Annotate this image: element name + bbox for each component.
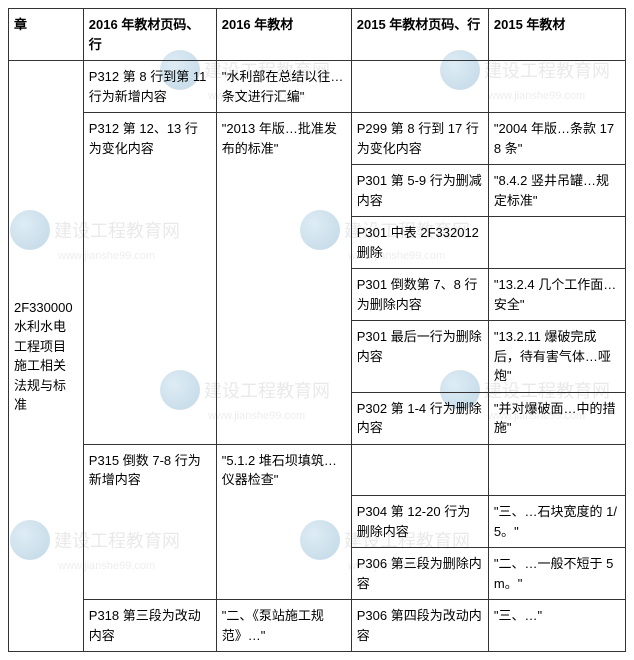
cell-2016-text bbox=[216, 269, 351, 321]
table-row: P315 倒数 7-8 行为新增内容"5.1.2 堆石坝填筑…仪器检查" bbox=[9, 444, 626, 496]
comparison-table: 章 2016 年教材页码、行 2016 年教材 2015 年教材页码、行 201… bbox=[8, 8, 626, 652]
cell-2015-text: "并对爆破面…中的措施" bbox=[488, 392, 625, 444]
cell-2016-page: P312 第 12、13 行为变化内容 bbox=[83, 113, 216, 165]
col-2015-text: 2015 年教材 bbox=[488, 9, 625, 61]
header-row: 章 2016 年教材页码、行 2016 年教材 2015 年教材页码、行 201… bbox=[9, 9, 626, 61]
table-row: 2F330000 水利水电工程项目施工相关法规与标准P312 第 8 行到第 1… bbox=[9, 61, 626, 113]
cell-2016-text: "二、《泵站施工规范》…" bbox=[216, 600, 351, 652]
cell-2016-text: "水利部在总结以往…条文进行汇编" bbox=[216, 61, 351, 113]
cell-2016-text bbox=[216, 217, 351, 269]
cell-2016-page bbox=[83, 392, 216, 444]
col-2016-page: 2016 年教材页码、行 bbox=[83, 9, 216, 61]
cell-2016-page bbox=[83, 269, 216, 321]
cell-2015-page: P306 第三段为删除内容 bbox=[351, 548, 488, 600]
cell-2015-text: "8.4.2 竖井吊罐…规定标准" bbox=[488, 165, 625, 217]
table-row: P302 第 1-4 行为删除内容"并对爆破面…中的措施" bbox=[9, 392, 626, 444]
cell-2016-text bbox=[216, 321, 351, 393]
col-chapter: 章 bbox=[9, 9, 84, 61]
cell-2016-text bbox=[216, 548, 351, 600]
cell-2016-text bbox=[216, 496, 351, 548]
cell-2016-page bbox=[83, 321, 216, 393]
cell-2016-page bbox=[83, 165, 216, 217]
cell-2015-text: "2004 年版…条款 178 条" bbox=[488, 113, 625, 165]
cell-2015-page: P301 最后一行为删除内容 bbox=[351, 321, 488, 393]
cell-2015-page: P301 第 5-9 行为删减内容 bbox=[351, 165, 488, 217]
chapter-cell: 2F330000 水利水电工程项目施工相关法规与标准 bbox=[9, 61, 84, 652]
cell-2015-text bbox=[488, 217, 625, 269]
col-2015-page: 2015 年教材页码、行 bbox=[351, 9, 488, 61]
cell-2015-text: "三、…石块宽度的 1/5。" bbox=[488, 496, 625, 548]
cell-2015-text bbox=[488, 444, 625, 496]
cell-2016-page bbox=[83, 217, 216, 269]
table-row: P306 第三段为删除内容"二、…一般不短于 5m。" bbox=[9, 548, 626, 600]
cell-2015-text: "三、…" bbox=[488, 600, 625, 652]
table-row: P312 第 12、13 行为变化内容"2013 年版…批准发布的标准"P299… bbox=[9, 113, 626, 165]
cell-2015-page: P301 中表 2F332012 删除 bbox=[351, 217, 488, 269]
cell-2016-text: "5.1.2 堆石坝填筑…仪器检查" bbox=[216, 444, 351, 496]
table-row: P318 第三段为改动内容"二、《泵站施工规范》…"P306 第四段为改动内容"… bbox=[9, 600, 626, 652]
cell-2015-text: "13.2.4 几个工作面…安全" bbox=[488, 269, 625, 321]
cell-2016-page: P312 第 8 行到第 11 行为新增内容 bbox=[83, 61, 216, 113]
cell-2015-page: P306 第四段为改动内容 bbox=[351, 600, 488, 652]
cell-2016-page: P315 倒数 7-8 行为新增内容 bbox=[83, 444, 216, 496]
cell-2015-page: P304 第 12-20 行为删除内容 bbox=[351, 496, 488, 548]
cell-2016-page bbox=[83, 496, 216, 548]
col-2016-text: 2016 年教材 bbox=[216, 9, 351, 61]
table-row: P301 倒数第 7、8 行为删除内容"13.2.4 几个工作面…安全" bbox=[9, 269, 626, 321]
cell-2016-page bbox=[83, 548, 216, 600]
cell-2015-text bbox=[488, 61, 625, 113]
cell-2016-text bbox=[216, 392, 351, 444]
cell-2016-text bbox=[216, 165, 351, 217]
table-row: P304 第 12-20 行为删除内容"三、…石块宽度的 1/5。" bbox=[9, 496, 626, 548]
table-row: P301 第 5-9 行为删减内容"8.4.2 竖井吊罐…规定标准" bbox=[9, 165, 626, 217]
cell-2015-text: "13.2.11 爆破完成后，待有害气体…哑炮" bbox=[488, 321, 625, 393]
cell-2016-text: "2013 年版…批准发布的标准" bbox=[216, 113, 351, 165]
table-row: P301 最后一行为删除内容"13.2.11 爆破完成后，待有害气体…哑炮" bbox=[9, 321, 626, 393]
cell-2015-page bbox=[351, 444, 488, 496]
cell-2015-page: P299 第 8 行到 17 行为变化内容 bbox=[351, 113, 488, 165]
table-row: P301 中表 2F332012 删除 bbox=[9, 217, 626, 269]
cell-2015-page: P301 倒数第 7、8 行为删除内容 bbox=[351, 269, 488, 321]
cell-2015-text: "二、…一般不短于 5m。" bbox=[488, 548, 625, 600]
cell-2015-page: P302 第 1-4 行为删除内容 bbox=[351, 392, 488, 444]
cell-2016-page: P318 第三段为改动内容 bbox=[83, 600, 216, 652]
cell-2015-page bbox=[351, 61, 488, 113]
